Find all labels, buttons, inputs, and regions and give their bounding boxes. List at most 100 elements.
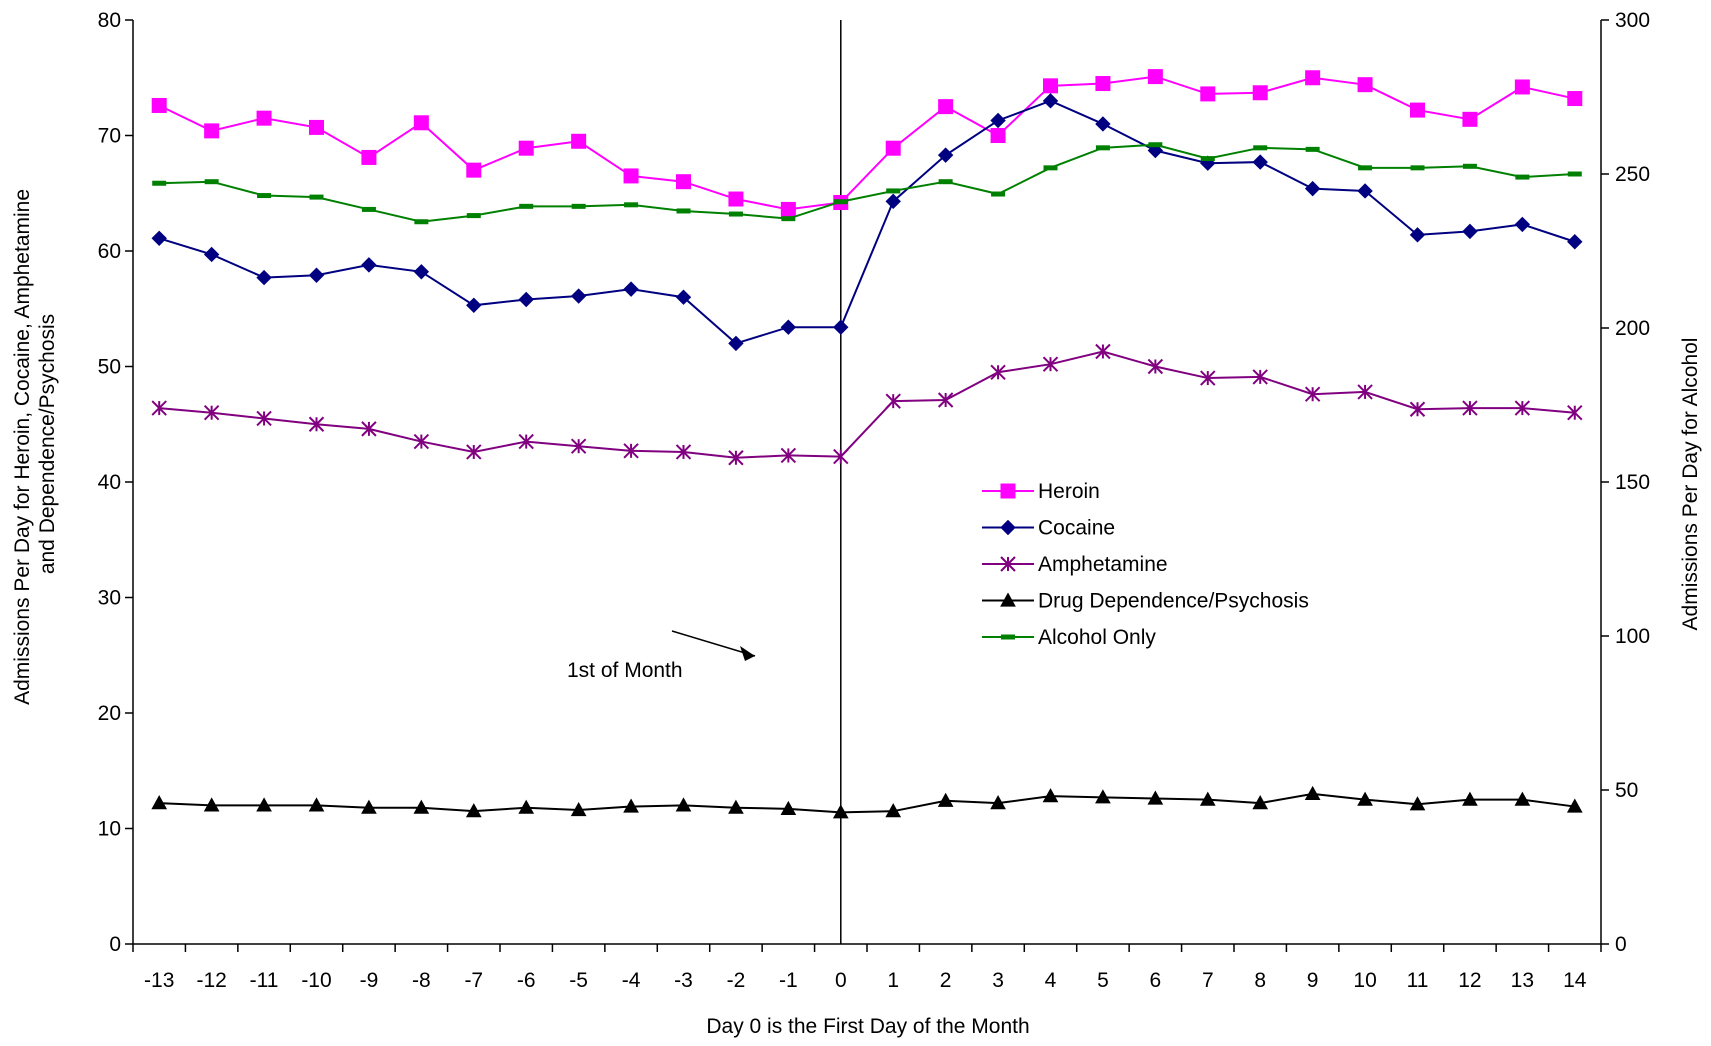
cocaine-point — [1304, 180, 1321, 197]
x-axis-title: Day 0 is the First Day of the Month — [706, 1015, 1029, 1038]
heroin-point — [466, 162, 482, 178]
alcohol-only-point — [728, 211, 743, 217]
amphetamine-point — [203, 404, 220, 421]
cocaine-point — [728, 335, 744, 352]
heroin-point — [676, 174, 691, 190]
cocaine-point — [833, 319, 849, 335]
amphetamine-point — [256, 410, 272, 427]
series-alcohol-only — [152, 142, 1582, 225]
amphetamine-point — [1409, 401, 1426, 417]
cocaine-point — [203, 246, 220, 263]
cocaine-point — [413, 264, 430, 280]
cocaine-point — [990, 112, 1006, 129]
x-tick-label: 9 — [1307, 969, 1319, 992]
drug-dependence-psychosis-point — [1514, 791, 1531, 806]
right-tick-label: 300 — [1615, 9, 1650, 32]
legend-label: Heroin — [1038, 480, 1100, 503]
heroin-point — [1305, 70, 1321, 86]
drug-dependence-psychosis-point — [151, 795, 168, 810]
legend-swatch-marker — [1000, 519, 1016, 536]
x-tick-label: 8 — [1254, 969, 1266, 992]
x-tick-label: 13 — [1511, 969, 1534, 992]
cocaine-point — [780, 319, 797, 335]
amphetamine-line — [159, 350, 1575, 459]
alcohol-only-point — [938, 179, 953, 185]
cocaine-point — [623, 281, 639, 297]
drug-dependence-psychosis-point — [1042, 788, 1059, 803]
cocaine-point — [570, 288, 587, 304]
annotation-label: 1st of Month — [567, 659, 683, 682]
x-tick-label: -2 — [727, 969, 746, 992]
drug-dependence-psychosis-point — [518, 799, 535, 814]
alcohol-only-point — [466, 213, 481, 219]
x-tick-label: 7 — [1202, 969, 1214, 992]
left-tick-label: 0 — [109, 933, 121, 956]
amphetamine-point — [151, 400, 167, 416]
x-tick-label: 4 — [1045, 969, 1057, 992]
amphetamine-point — [937, 392, 954, 408]
heroin-point — [413, 115, 429, 131]
drug-dependence-psychosis-point — [1304, 785, 1321, 800]
drug-dependence-psychosis-point — [832, 804, 849, 819]
heroin-point — [1095, 76, 1111, 92]
x-tick-label: 2 — [940, 969, 952, 992]
legend-label: Drug Dependence/Psychosis — [1038, 590, 1309, 613]
drug-dependence-psychosis-point — [308, 797, 325, 812]
series-layer — [151, 69, 1583, 819]
drug-dependence-psychosis-point — [361, 799, 377, 814]
legend-item-heroin: Heroin — [982, 480, 1100, 503]
cocaine-point — [256, 269, 272, 286]
heroin-point — [623, 168, 639, 184]
cocaine-point — [308, 267, 325, 283]
drug-dependence-psychosis-point — [1566, 798, 1583, 813]
alcohol-only-point — [1567, 171, 1582, 177]
x-tick-label: -5 — [569, 969, 588, 992]
plot-frame — [132, 20, 1602, 945]
left-tick-label: 30 — [98, 587, 121, 610]
amphetamine-point — [570, 438, 587, 454]
alcohol-only-point — [1253, 145, 1268, 151]
x-tick-label: -11 — [250, 969, 279, 992]
alcohol-only-point — [886, 188, 901, 194]
x-tick-label: -8 — [412, 969, 431, 992]
right-tick-label: 0 — [1615, 933, 1627, 956]
alcohol-only-point — [414, 219, 429, 225]
cocaine-point — [1252, 154, 1268, 170]
x-tick-label: -6 — [517, 969, 536, 992]
heroin-point — [1147, 69, 1163, 85]
amphetamine-point — [1147, 358, 1164, 375]
heroin-point — [1357, 77, 1373, 93]
cocaine-point — [1042, 93, 1059, 109]
legend-label: Alcohol Only — [1038, 626, 1156, 649]
drug-dependence-psychosis-point — [990, 795, 1006, 810]
legend: Heroin Cocaine Amphetamine Drug Dependence/… — [982, 480, 1309, 649]
left-tick-label: 80 — [98, 9, 121, 32]
alcohol-only-point — [204, 179, 219, 185]
series-cocaine — [151, 93, 1583, 352]
heroin-point — [204, 123, 220, 139]
cocaine-point — [885, 193, 901, 210]
amphetamine-point — [1357, 384, 1373, 400]
amphetamine-point — [1567, 404, 1583, 421]
x-tick-label: 10 — [1353, 969, 1376, 992]
heroin-point — [571, 133, 587, 149]
cocaine-line — [158, 99, 1576, 345]
legend-item-alcohol-only: Alcohol Only — [982, 626, 1156, 649]
drug-dependence-psychosis-point — [1462, 791, 1478, 806]
amphetamine-point — [413, 433, 430, 450]
heroin-point — [780, 201, 796, 217]
amphetamine-point — [308, 416, 325, 432]
amphetamine-point — [1514, 400, 1531, 416]
alcohol-only-point — [257, 193, 272, 199]
alcohol-only-point — [1305, 146, 1320, 152]
series-amphetamine — [151, 343, 1583, 466]
left-tick-label: 20 — [98, 702, 121, 725]
cocaine-point — [151, 230, 167, 247]
amphetamine-point — [1095, 343, 1111, 360]
amphetamine-point — [518, 433, 534, 450]
right-tick-label: 150 — [1615, 471, 1650, 494]
left-axis-title-line-1: Admissions Per Day for Heroin, Cocaine, … — [11, 189, 34, 705]
x-tick-label: -12 — [196, 969, 226, 992]
legend-item-drug-dependence-psychosis: Drug Dependence/Psychosis — [982, 590, 1309, 613]
